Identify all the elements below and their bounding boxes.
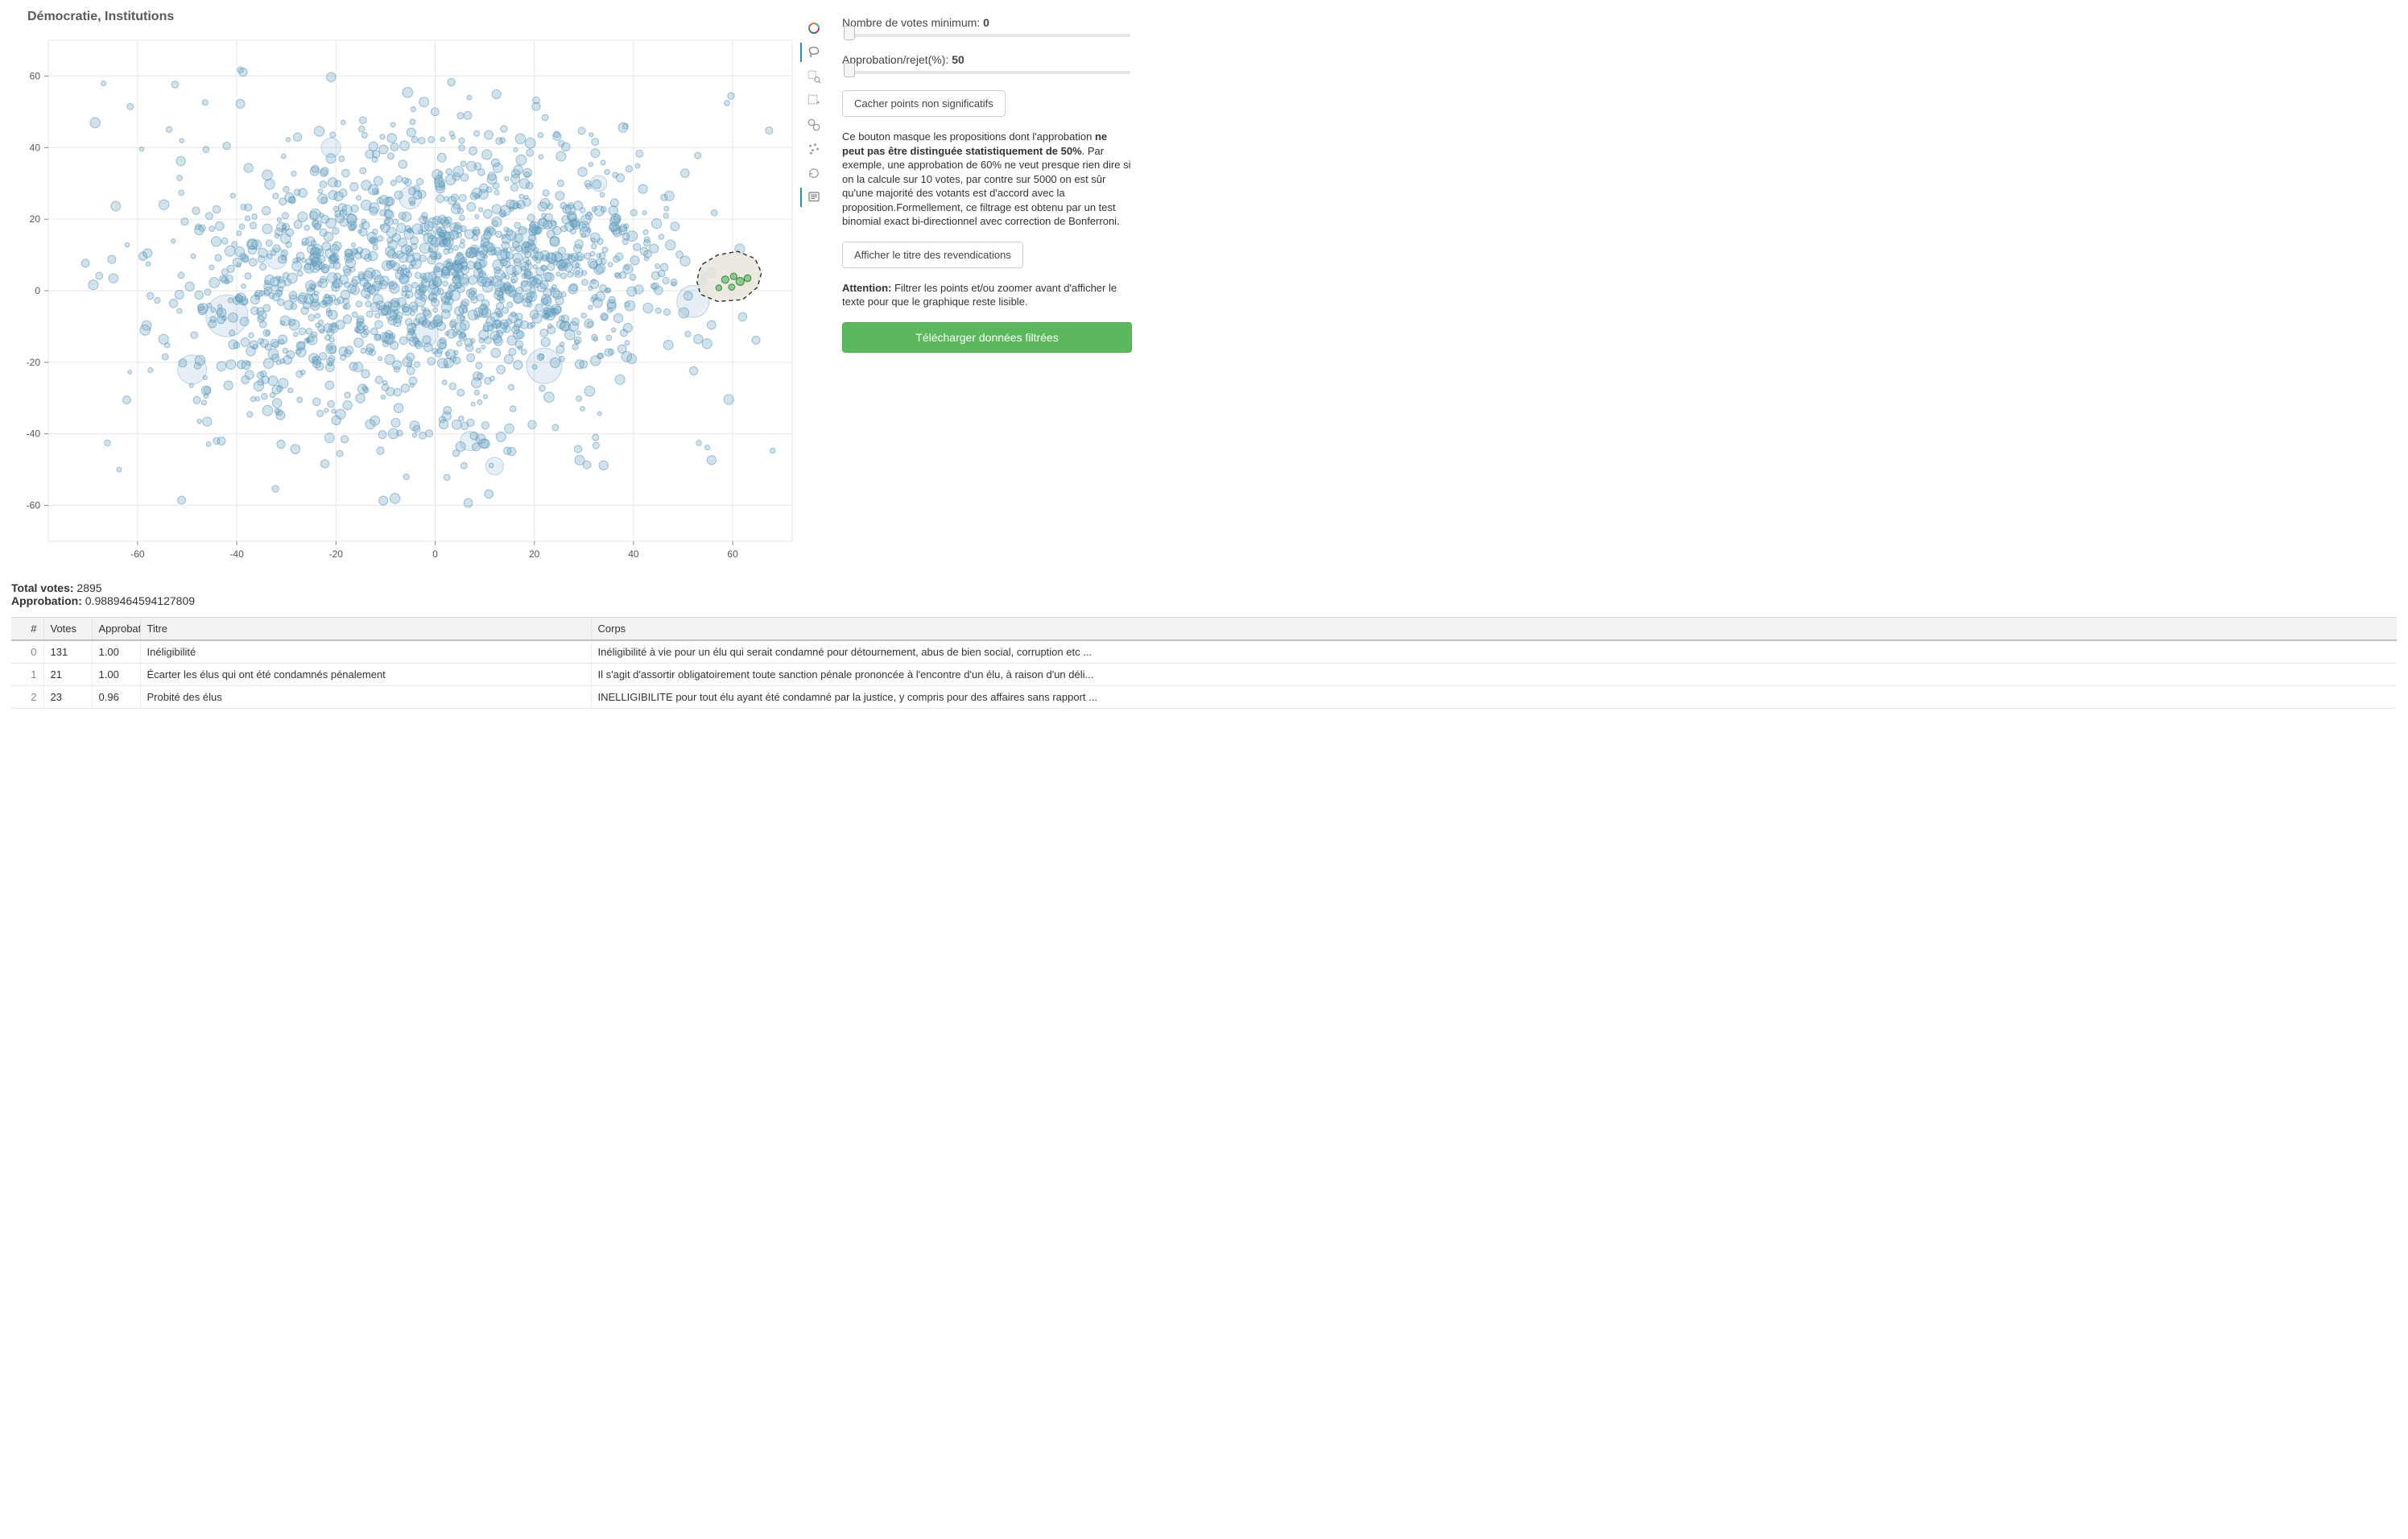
download-button[interactable]: Télécharger données filtrées [842,322,1132,353]
box-select-icon[interactable] [805,92,823,110]
table-row[interactable]: 1211.00Écarter les élus qui ont été cond… [11,664,2397,686]
show-titles-button[interactable]: Afficher le titre des revendications [842,242,1023,268]
hide-explanation-part1: Ce bouton masque les propositions dont l… [842,130,1095,143]
refresh-icon[interactable] [805,164,823,182]
svg-text:20: 20 [529,548,540,560]
min-votes-slider[interactable] [844,34,1130,37]
svg-text:20: 20 [30,213,41,225]
table-row[interactable]: 2230.96Probité des élusINELLIGIBILITE po… [11,686,2397,709]
svg-text:-40: -40 [229,548,244,560]
svg-text:0: 0 [432,548,438,560]
cell-corps: Il s'agit d'assortir obligatoirement tou… [591,664,2397,686]
cell-votes: 21 [43,664,92,686]
cell-corps: INELLIGIBILITE pour tout élu ayant été c… [591,686,2397,709]
svg-text:-20: -20 [329,548,344,560]
cell-idx: 0 [11,640,43,664]
reset-icon[interactable] [805,116,823,134]
total-votes-value: 2895 [76,581,101,594]
bokeh-logo-icon[interactable] [805,19,823,37]
min-votes-value: 0 [983,16,989,29]
svg-text:-40: -40 [27,428,41,440]
cell-titre: Écarter les élus qui ont été condamnés p… [140,664,591,686]
cell-votes: 131 [43,640,92,664]
warning-label: Attention: [842,282,891,294]
svg-text:-20: -20 [27,357,41,368]
hover-tool-icon[interactable] [805,188,823,206]
cell-titre: Inéligibilité [140,640,591,664]
approval-threshold-label: Approbation/rejet(%): 50 [842,53,1132,66]
box-zoom-icon[interactable] [805,68,823,85]
cell-appr: 1.00 [92,664,140,686]
svg-text:40: 40 [628,548,639,560]
svg-text:-60: -60 [27,500,41,511]
table-header-row: # Votes Approbati Titre Corps [11,618,2397,641]
table-row[interactable]: 01311.00InéligibilitéInéligibilité à vie… [11,640,2397,664]
min-votes-label: Nombre de votes minimum: 0 [842,16,1132,29]
cell-idx: 2 [11,686,43,709]
svg-text:-60: -60 [130,548,145,560]
svg-text:60: 60 [30,70,41,81]
svg-text:60: 60 [727,548,738,560]
show-titles-warning: Attention: Filtrer les points et/ou zoom… [842,281,1132,309]
scatter-icon[interactable] [805,140,823,158]
approval-value: 0.9889464594127809 [85,594,195,607]
approval-threshold-slider[interactable] [844,71,1130,74]
hide-nonsignificant-button[interactable]: Cacher points non significatifs [842,90,1006,117]
cell-idx: 1 [11,664,43,686]
controls-panel: Nombre de votes minimum: 0 Approbation/r… [826,10,1138,353]
scatter-chart[interactable]: -60 -40 -20 0 20 40 60 -60 -40 -20 0 20 40 60 [11,26,800,573]
total-votes-label: Total votes: [11,581,76,594]
col-header-votes[interactable]: Votes [43,618,92,641]
approval-threshold-label-text: Approbation/rejet(%): [842,53,952,66]
col-header-titre[interactable]: Titre [140,618,591,641]
selection-stats: Total votes: 2895 Approbation: 0.9889464… [11,581,2397,607]
col-header-index[interactable]: # [11,618,43,641]
col-header-corps[interactable]: Corps [591,618,2397,641]
cell-votes: 23 [43,686,92,709]
svg-text:40: 40 [30,142,41,153]
hide-explanation-text: Ce bouton masque les propositions dont l… [842,130,1132,229]
chart-toolbar [800,10,826,206]
results-table: # Votes Approbati Titre Corps 01311.00In… [11,617,2397,709]
cell-appr: 0.96 [92,686,140,709]
col-header-approb[interactable]: Approbati [92,618,140,641]
cell-corps: Inéligibilité à vie pour un élu qui sera… [591,640,2397,664]
cell-appr: 1.00 [92,640,140,664]
lasso-tool-icon[interactable] [805,43,823,61]
svg-text:0: 0 [35,285,40,296]
min-votes-label-text: Nombre de votes minimum: [842,16,983,29]
chart-title: Démocratie, Institutions [11,10,800,24]
approval-threshold-value: 50 [952,53,964,66]
approval-label: Approbation: [11,594,85,607]
cell-titre: Probité des élus [140,686,591,709]
